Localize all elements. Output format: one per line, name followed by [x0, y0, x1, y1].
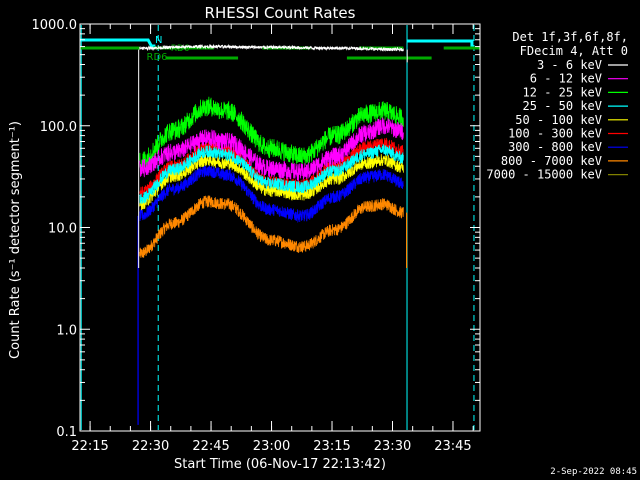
y-tick-label: 10.0 — [48, 222, 77, 237]
night-bar-1 — [80, 38, 156, 48]
series-line-50to100keV — [139, 153, 404, 211]
legend-entry-label: 3 - 6 keV — [537, 58, 602, 72]
x-tick-label: 22:30 — [132, 439, 169, 454]
series-line-25to50keV — [139, 143, 404, 205]
y-axis-label: Count Rate (s⁻¹ detector segment⁻¹) — [8, 121, 23, 359]
y-tick-label: 100.0 — [40, 120, 77, 135]
x-tick-label: 23:00 — [253, 439, 290, 454]
legend-entry-label: 6 - 12 keV — [530, 72, 602, 86]
x-tick-labels: 22:15 22:30 22:45 23:00 23:15 23:30 23:45 — [71, 439, 471, 454]
legend: Det 1f,3f,6f,8f, FDecim 4, Att 0 3 - 6 k… — [486, 30, 628, 182]
legend-entry-label: 300 - 800 keV — [508, 140, 602, 154]
x-tick-label: 22:15 — [71, 439, 108, 454]
series-line-6to12keV — [139, 117, 404, 181]
legend-entry-label: 25 - 50 keV — [523, 99, 602, 113]
legend-header-line-1: Det 1f,3f,6f,8f, — [512, 30, 628, 44]
legend-header-line-2: FDecim 4, Att 0 — [520, 44, 628, 58]
legend-entry-label: 50 - 100 keV — [515, 113, 602, 127]
series-line-300to800keV — [139, 165, 404, 224]
annotation-1: RD6 — [147, 52, 168, 63]
x-tick-label: 23:15 — [313, 439, 350, 454]
footer-timestamp: 2-Sep-2022 08:45 — [550, 467, 637, 477]
y-tick-label: 1.0 — [56, 323, 77, 338]
legend-entry-label: 800 - 7000 keV — [501, 154, 602, 168]
legend-entry-label: 12 - 25 keV — [523, 85, 602, 99]
y-tick-label: 0.1 — [56, 425, 77, 440]
night-bar-2 — [407, 39, 474, 47]
series-line-800to7000keV — [139, 195, 404, 258]
annotation-2: RD6 — [171, 44, 190, 54]
series-line-3to6keV — [139, 43, 404, 52]
series-line-12to25keV — [139, 96, 404, 170]
legend-entry-label: 100 - 300 keV — [508, 127, 602, 141]
x-tick-label: 22:45 — [192, 439, 229, 454]
x-tick-label: 23:45 — [434, 439, 471, 454]
y-tick-label: 1000.0 — [32, 18, 78, 33]
chart-title: RHESSI Count Rates — [205, 4, 356, 22]
axis-layer — [79, 23, 481, 432]
annotation-0: N — [155, 35, 162, 46]
x-axis-label: Start Time (06-Nov-17 22:13:42) — [174, 457, 386, 472]
x-tick-label: 23:30 — [374, 439, 411, 454]
y-tick-labels: 0.1 1.0 10.0 100.0 1000.0 — [32, 18, 78, 440]
legend-entry-label: 7000 - 15000 keV — [486, 168, 602, 182]
